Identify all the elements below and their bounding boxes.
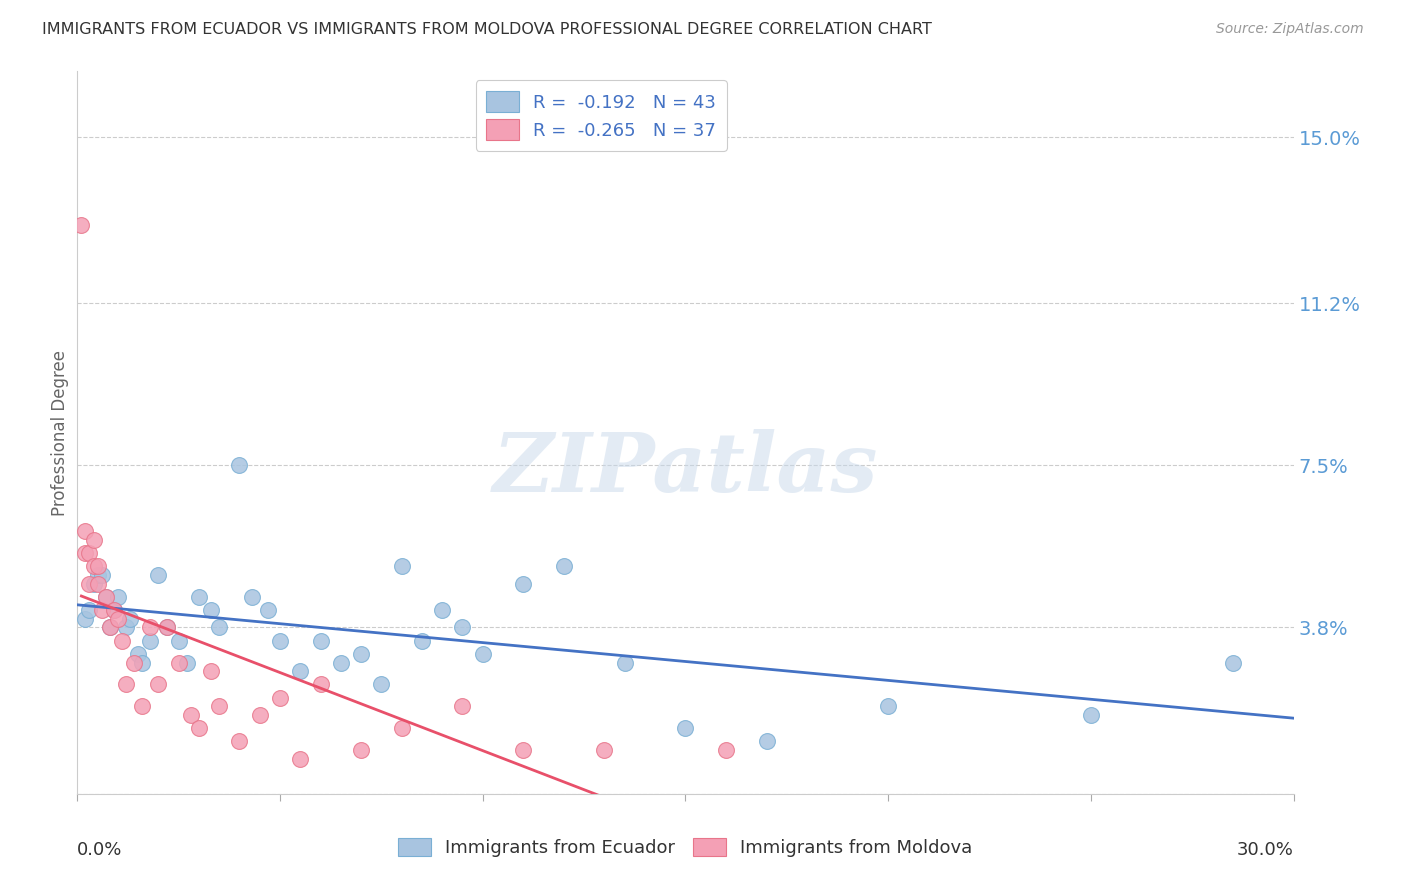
Point [208, 620, 231, 634]
Point [471, 647, 494, 661]
Text: 0.0%: 0.0% [77, 841, 122, 859]
Text: IMMIGRANTS FROM ECUADOR VS IMMIGRANTS FROM MOLDOVA PROFESSIONAL DEGREE CORRELATI: IMMIGRANTS FROM ECUADOR VS IMMIGRANTS FR… [42, 22, 932, 37]
Point [86, 576, 108, 591]
Point [111, 633, 134, 648]
Point [309, 677, 332, 691]
Point [79, 576, 101, 591]
Point [148, 677, 170, 691]
Point [350, 743, 373, 757]
Point [228, 458, 250, 473]
Text: Source: ZipAtlas.com: Source: ZipAtlas.com [1216, 22, 1364, 37]
Point [127, 647, 149, 661]
Point [83, 576, 105, 591]
Point [118, 612, 141, 626]
Point [593, 743, 616, 757]
Point [430, 603, 453, 617]
Point [350, 647, 373, 661]
Point [155, 620, 177, 634]
Point [115, 677, 138, 691]
Point [94, 590, 117, 604]
Point [240, 590, 263, 604]
Point [269, 633, 291, 648]
Point [139, 620, 162, 634]
Point [107, 612, 129, 626]
Point [188, 721, 211, 735]
Point [391, 721, 413, 735]
Point [370, 677, 392, 691]
Point [188, 590, 211, 604]
Text: ZIPatlas: ZIPatlas [492, 429, 879, 508]
Point [451, 620, 474, 634]
Point [115, 620, 138, 634]
Point [200, 665, 222, 679]
Point [79, 546, 101, 560]
Point [755, 734, 778, 748]
Point [131, 699, 153, 714]
Point [86, 568, 108, 582]
Point [83, 559, 105, 574]
Point [228, 734, 250, 748]
Point [180, 708, 202, 723]
Point [309, 633, 332, 648]
Point [512, 743, 534, 757]
Point [148, 568, 170, 582]
Point [98, 620, 121, 634]
Point [877, 699, 900, 714]
Point [176, 656, 198, 670]
Point [75, 612, 97, 626]
Legend: Immigrants from Ecuador, Immigrants from Moldova: Immigrants from Ecuador, Immigrants from… [398, 838, 973, 857]
Point [290, 665, 312, 679]
Point [553, 559, 575, 574]
Point [79, 603, 101, 617]
Point [208, 699, 231, 714]
Point [107, 590, 129, 604]
Point [512, 576, 534, 591]
Point [1080, 708, 1102, 723]
Point [70, 218, 93, 232]
Point [329, 656, 352, 670]
Point [103, 603, 125, 617]
Point [131, 656, 153, 670]
Point [451, 699, 474, 714]
Point [167, 633, 190, 648]
Point [411, 633, 433, 648]
Point [269, 690, 291, 705]
Point [83, 533, 105, 547]
Point [103, 603, 125, 617]
Point [1222, 656, 1244, 670]
Point [391, 559, 413, 574]
Point [290, 752, 312, 766]
Point [75, 546, 97, 560]
Text: 30.0%: 30.0% [1237, 841, 1294, 859]
Point [90, 568, 112, 582]
Point [249, 708, 271, 723]
Point [200, 603, 222, 617]
Point [90, 603, 112, 617]
Point [613, 656, 636, 670]
Point [75, 524, 97, 538]
Point [714, 743, 737, 757]
Point [94, 590, 117, 604]
Point [257, 603, 280, 617]
Point [139, 633, 162, 648]
Point [122, 656, 145, 670]
Point [86, 559, 108, 574]
Point [675, 721, 697, 735]
Point [155, 620, 177, 634]
Point [167, 656, 190, 670]
Y-axis label: Professional Degree: Professional Degree [51, 350, 69, 516]
Point [98, 620, 121, 634]
